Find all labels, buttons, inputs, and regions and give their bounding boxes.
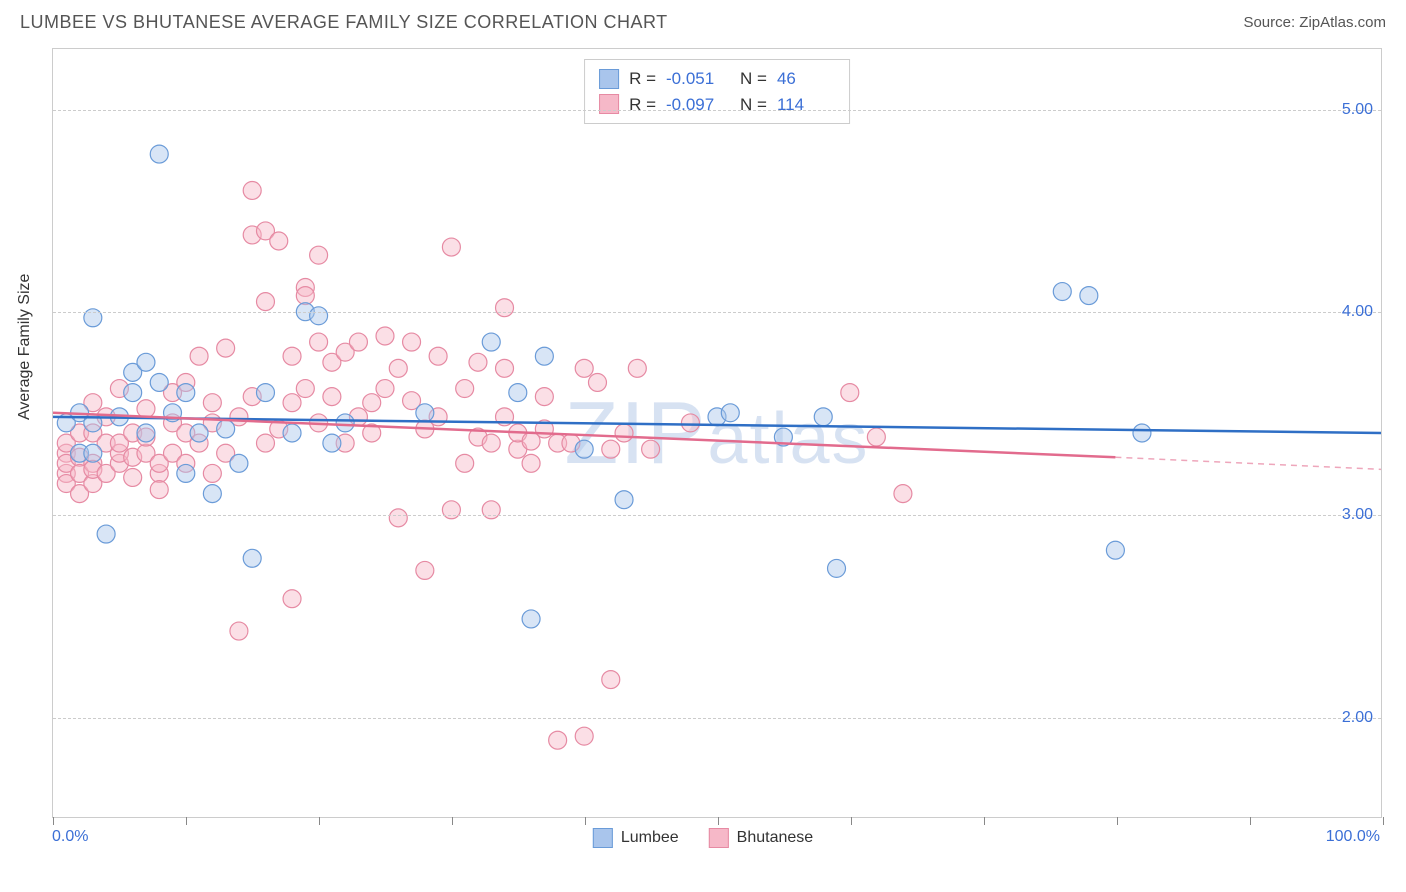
swatch-lumbee-icon	[593, 828, 613, 848]
n-label: N =	[740, 66, 767, 92]
gridline	[53, 110, 1381, 111]
stats-legend: R = -0.051 N = 46 R = -0.097 N = 114	[584, 59, 850, 124]
swatch-lumbee	[599, 69, 619, 89]
x-tick	[1383, 817, 1384, 825]
y-tick-label: 5.00	[1342, 101, 1373, 119]
stats-row-lumbee: R = -0.051 N = 46	[599, 66, 835, 92]
legend-label-bhutanese: Bhutanese	[737, 829, 814, 847]
gridline	[53, 515, 1381, 516]
source-attribution: Source: ZipAtlas.com	[1243, 14, 1386, 31]
r-label: R =	[629, 66, 656, 92]
r-value-lumbee: -0.051	[666, 66, 724, 92]
x-tick	[984, 817, 985, 825]
n-value-lumbee: 46	[777, 66, 835, 92]
r-label: R =	[629, 92, 656, 118]
x-tick	[851, 817, 852, 825]
x-tick	[1117, 817, 1118, 825]
y-tick-label: 3.00	[1342, 506, 1373, 524]
plot-svg	[53, 49, 1381, 817]
n-value-bhutanese: 114	[777, 92, 835, 118]
gridline	[53, 312, 1381, 313]
swatch-bhutanese	[599, 94, 619, 114]
x-axis-min-label: 0.0%	[52, 828, 88, 846]
chart-area: ZIPatlas R = -0.051 N = 46 R = -0.097 N …	[52, 48, 1382, 818]
stats-row-bhutanese: R = -0.097 N = 114	[599, 92, 835, 118]
y-tick-label: 2.00	[1342, 709, 1373, 727]
legend-item-bhutanese: Bhutanese	[709, 828, 814, 848]
y-tick-label: 4.00	[1342, 303, 1373, 321]
x-tick	[718, 817, 719, 825]
x-tick	[53, 817, 54, 825]
x-tick	[585, 817, 586, 825]
chart-title: LUMBEE VS BHUTANESE AVERAGE FAMILY SIZE …	[20, 12, 668, 33]
gridline	[53, 718, 1381, 719]
x-tick	[1250, 817, 1251, 825]
series-legend: Lumbee Bhutanese	[593, 828, 813, 848]
swatch-bhutanese-icon	[709, 828, 729, 848]
n-label: N =	[740, 92, 767, 118]
y-axis-label: Average Family Size	[16, 274, 34, 420]
x-tick	[319, 817, 320, 825]
legend-label-lumbee: Lumbee	[621, 829, 679, 847]
r-value-bhutanese: -0.097	[666, 92, 724, 118]
x-tick	[186, 817, 187, 825]
x-axis-max-label: 100.0%	[1326, 828, 1380, 846]
legend-item-lumbee: Lumbee	[593, 828, 679, 848]
x-tick	[452, 817, 453, 825]
